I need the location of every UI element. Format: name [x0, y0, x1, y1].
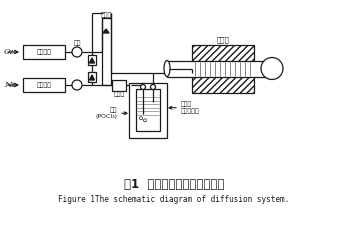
Circle shape: [72, 80, 82, 90]
Bar: [167, 61, 272, 76]
Circle shape: [141, 85, 145, 89]
Text: 纯化系统: 纯化系统: [37, 49, 52, 55]
Circle shape: [72, 47, 82, 57]
Bar: [112, 79, 126, 90]
Polygon shape: [89, 75, 95, 80]
Bar: [88, 72, 96, 82]
Circle shape: [143, 119, 147, 122]
Bar: [88, 55, 96, 65]
Circle shape: [150, 85, 156, 89]
Ellipse shape: [164, 61, 170, 76]
Text: 纯化系统: 纯化系统: [37, 82, 52, 88]
Bar: [23, 78, 65, 92]
Text: 节流器: 节流器: [113, 92, 125, 97]
Text: 源瓶
(POCl₃): 源瓶 (POCl₃): [95, 107, 117, 119]
Text: 恒温氮
（冰＋水）: 恒温氮 （冰＋水）: [181, 101, 200, 114]
Text: N₂: N₂: [4, 81, 15, 89]
Bar: [102, 18, 111, 85]
Bar: [23, 45, 65, 59]
Text: 流量计: 流量计: [100, 12, 112, 18]
Bar: [192, 75, 254, 93]
Circle shape: [261, 58, 283, 79]
Polygon shape: [103, 29, 109, 33]
Text: O₂: O₂: [4, 48, 14, 56]
Bar: [136, 89, 160, 131]
Bar: [129, 83, 167, 138]
Text: 扩散炉: 扩散炉: [216, 36, 229, 43]
Bar: [192, 45, 254, 62]
Circle shape: [140, 117, 142, 120]
Text: Figure 1The schematic diagram of diffusion system.: Figure 1The schematic diagram of diffusi…: [58, 195, 290, 205]
Text: 图1  三氯氧磷扩散装置示意图: 图1 三氯氧磷扩散装置示意图: [124, 178, 224, 192]
Polygon shape: [89, 58, 95, 63]
Text: 截球: 截球: [73, 40, 81, 46]
